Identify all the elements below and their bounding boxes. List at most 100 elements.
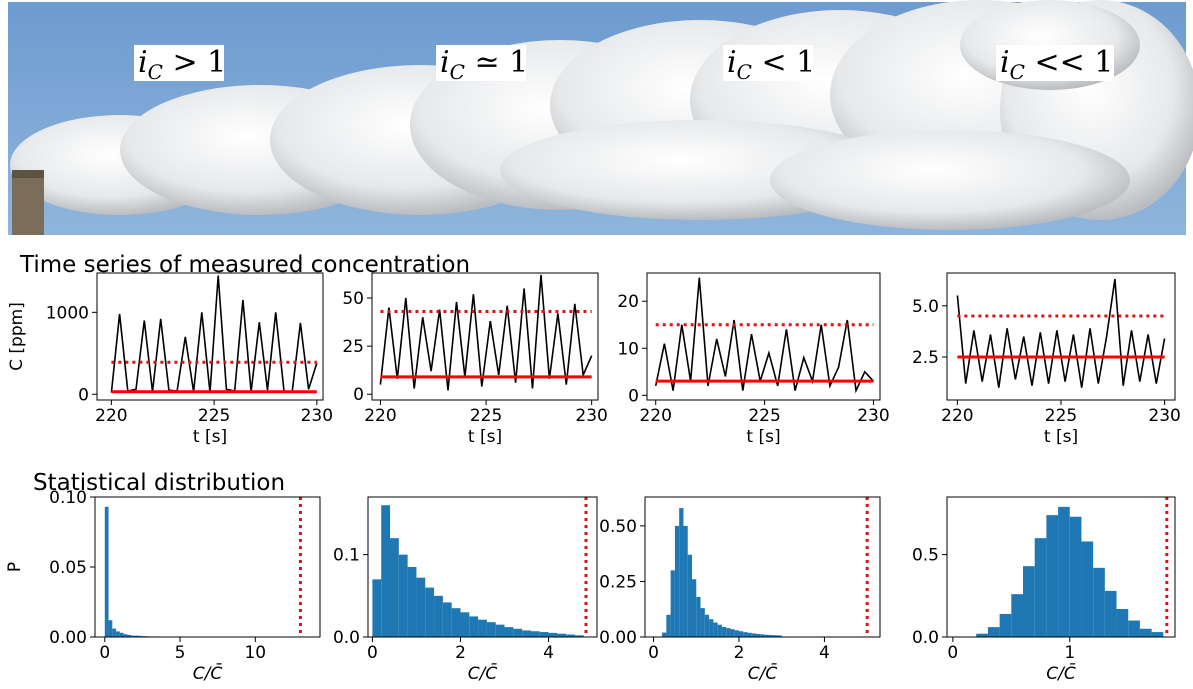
x-tick-label: 0 — [99, 643, 110, 663]
histogram-bar — [469, 616, 479, 637]
histogram-bar — [679, 508, 684, 637]
histogram-bar — [134, 635, 139, 637]
x-tick-label: 230 — [1148, 406, 1180, 426]
histogram-bar — [131, 635, 135, 637]
histogram-bar — [504, 627, 514, 637]
x-tick-label: 4 — [543, 643, 554, 663]
time-series — [654, 277, 875, 394]
histogram-bar — [1023, 566, 1035, 637]
y-axis-label: P — [5, 562, 25, 572]
histogram-bar — [1116, 609, 1129, 637]
histogram-bar — [442, 602, 452, 637]
plot-frame — [367, 496, 598, 638]
image-label: iC << 1 — [1000, 45, 1113, 84]
y-tick-label: 0 — [78, 385, 89, 405]
subscript: C — [148, 60, 163, 84]
histogram-bar — [1128, 620, 1140, 637]
y-tick-label: 0.0 — [912, 628, 939, 648]
y-tick-label: 0.05 — [49, 558, 87, 578]
histogram-bar — [717, 624, 722, 637]
x-axis-label: C/C̄ — [193, 662, 223, 684]
histogram-bar — [709, 619, 714, 637]
photo — [8, 0, 1193, 235]
histogram-bar — [713, 622, 718, 637]
symbol: i — [138, 45, 148, 80]
histogram-bar — [104, 506, 109, 637]
histogram-bar — [692, 579, 697, 637]
image-label: iC < 1 — [727, 45, 815, 84]
histogram-bar — [513, 628, 523, 637]
x-axis-label: t [s] — [746, 427, 780, 447]
histogram-bar — [390, 538, 399, 637]
x-axis-label: C/C̄ — [748, 662, 778, 684]
y-tick-label: 2.5 — [912, 348, 939, 368]
relation: << 1 — [1025, 45, 1113, 80]
histogram-bar — [1151, 632, 1164, 637]
symbol: i — [727, 45, 737, 80]
x-tick-label: 225 — [470, 406, 502, 426]
plot-frame — [371, 272, 599, 401]
relation: ≃ 1 — [465, 45, 528, 80]
histogram-bar — [478, 619, 487, 637]
panel: 0 2 4 0.00 0.25 0.50 C/C̄ — [599, 496, 881, 684]
histogram-bar — [407, 567, 417, 637]
histogram-bar — [747, 632, 752, 637]
histogram-bar — [670, 570, 675, 637]
histogram-bar — [425, 587, 435, 637]
image-label: iC ≃ 1 — [440, 45, 528, 84]
histogram-bar — [683, 525, 688, 637]
histogram-bar — [381, 505, 391, 637]
x-tick-label: 4 — [819, 643, 830, 663]
x-axis-label: t [s] — [1044, 427, 1078, 447]
image-label: iC > 1 — [138, 45, 226, 84]
panel: 220 225 230 0 10 20 t [s] — [617, 272, 890, 447]
histogram-bar — [739, 631, 744, 637]
histogram-bar — [460, 612, 470, 637]
time-series — [956, 278, 1166, 388]
y-axis-label: C [ppm] — [7, 302, 27, 371]
y-tick-label: 0.5 — [912, 546, 939, 566]
x-tick-label: 0 — [367, 643, 378, 663]
symbol: i — [440, 45, 450, 80]
y-tick-label: 0.0 — [333, 628, 360, 648]
histogram-bar — [768, 635, 774, 637]
relation: < 1 — [752, 45, 815, 80]
x-axis-label: t [s] — [193, 427, 227, 447]
y-tick-label: 25 — [342, 337, 364, 357]
panel: 220 225 230 0 1000 t [s] C [ppm] — [7, 272, 333, 447]
panel: 0 5 10 0.00 0.05 0.10 C/C̄ P — [5, 488, 321, 684]
label-box — [996, 45, 1114, 81]
histogram-bar — [119, 632, 124, 637]
panel: 0 1 0.0 0.5 C/C̄ — [912, 496, 1176, 684]
section-title: Statistical distribution — [33, 470, 285, 496]
histogram-bar — [704, 614, 710, 637]
histogram-bar — [530, 631, 540, 637]
plot-frame — [646, 272, 881, 401]
subscript: C — [737, 60, 752, 84]
histogram-bar — [674, 525, 680, 637]
x-tick-label: 225 — [748, 406, 780, 426]
x-tick-label: 230 — [575, 406, 607, 426]
x-tick-label: 0 — [947, 643, 958, 663]
x-tick-label: 5 — [175, 643, 186, 663]
histogram-bar — [1058, 506, 1070, 637]
label-box — [134, 45, 224, 81]
histogram-bar — [730, 629, 735, 637]
y-tick-label: 0 — [628, 386, 639, 406]
histogram-bar — [1046, 515, 1059, 637]
histogram-bar — [726, 628, 731, 637]
histogram-bar — [700, 608, 705, 637]
histogram-bar — [1139, 628, 1152, 637]
x-axis-label: C/C̄ — [468, 662, 498, 684]
x-tick-label: 220 — [95, 406, 127, 426]
y-tick-label: 0 — [353, 385, 364, 405]
time-series — [110, 275, 318, 393]
plot-frame — [96, 272, 324, 401]
label-box — [723, 45, 813, 81]
y-tick-label: 0.10 — [49, 488, 87, 508]
histogram-bar — [1104, 590, 1117, 637]
histogram-bar — [398, 554, 408, 637]
x-tick-label: 230 — [857, 406, 889, 426]
histogram-bar — [566, 634, 575, 637]
